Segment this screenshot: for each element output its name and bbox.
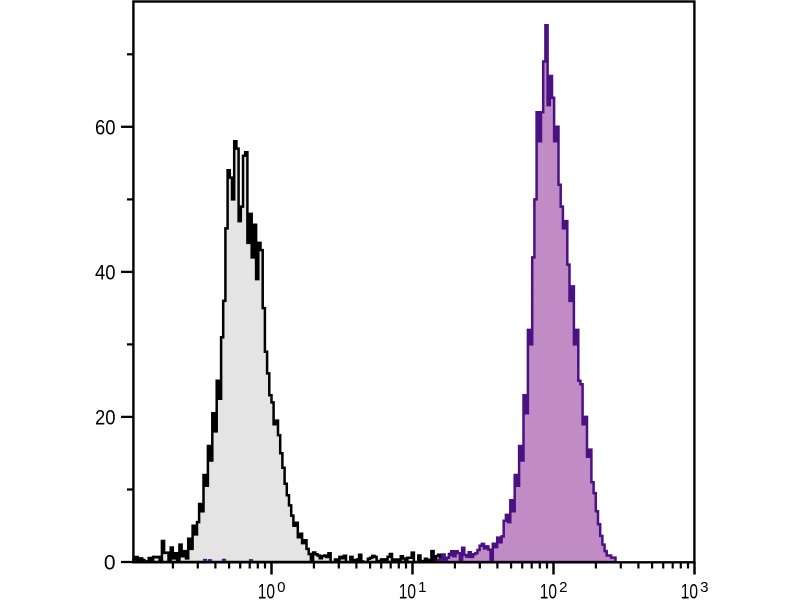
svg-text:3: 3 [700, 579, 708, 596]
svg-text:20: 20 [95, 406, 116, 429]
svg-text:2: 2 [559, 579, 567, 596]
svg-text:1: 1 [418, 579, 426, 596]
svg-text:60: 60 [95, 116, 116, 139]
svg-text:10: 10 [681, 581, 698, 600]
svg-text:10: 10 [399, 581, 416, 600]
svg-text:40: 40 [95, 261, 116, 284]
svg-text:10: 10 [540, 581, 557, 600]
svg-text:0: 0 [277, 579, 285, 596]
svg-text:0: 0 [104, 552, 116, 575]
svg-text:10: 10 [258, 581, 275, 600]
